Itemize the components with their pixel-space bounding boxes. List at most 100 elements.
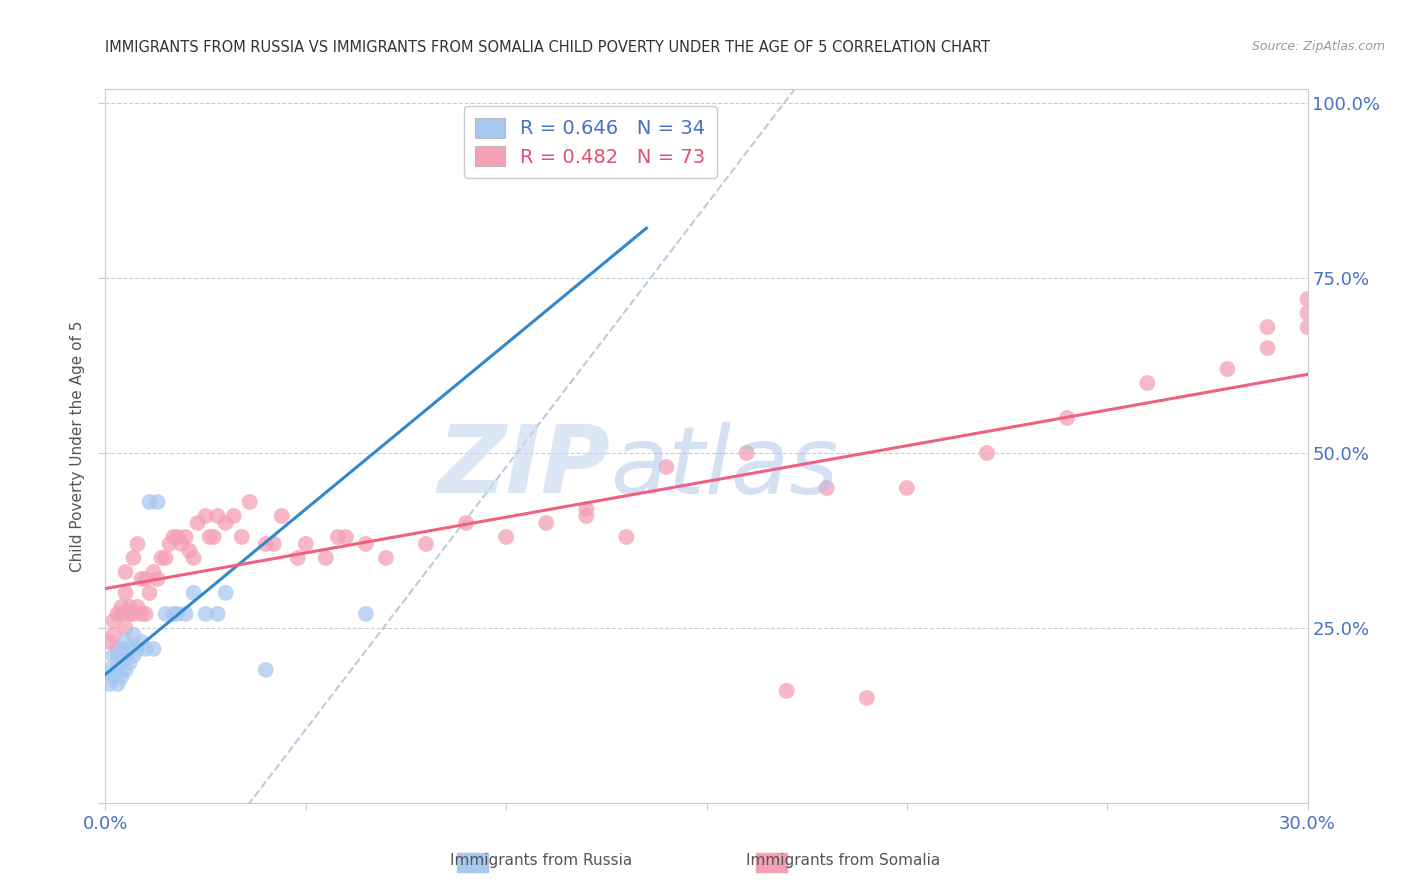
Point [103,628,125,642]
Point [131,635,153,649]
Point [616,530,638,544]
Point [122,628,145,642]
Point [1296,306,1319,320]
Point [263,537,285,551]
Point [166,607,188,621]
Point [114,648,136,663]
Point [575,502,598,516]
Point [127,599,149,614]
Point [98,677,121,691]
Point [127,537,149,551]
Point [118,607,141,621]
Point [114,586,136,600]
Point [103,614,125,628]
Point [287,550,309,565]
Point [103,648,125,663]
Point [135,641,157,656]
Text: Immigrants from Russia: Immigrants from Russia [450,854,633,868]
Point [335,530,357,544]
Point [170,537,193,551]
Point [114,635,136,649]
Point [354,607,377,621]
Point [107,677,129,691]
Point [146,495,169,509]
Point [976,446,998,460]
Point [1296,320,1319,334]
Point [326,530,349,544]
Point [222,508,245,523]
Point [114,565,136,579]
Point [118,641,141,656]
Point [174,607,197,621]
Point [122,607,145,621]
Point [735,446,758,460]
Point [162,530,184,544]
Point [138,495,160,509]
Point [495,530,517,544]
Point [374,550,398,565]
Point [183,586,205,600]
Point [214,586,236,600]
Point [214,516,236,530]
Point [1056,411,1078,425]
Point [131,572,153,586]
Point [896,481,918,495]
Point [150,550,173,565]
Point [254,663,277,677]
Point [194,607,217,621]
Point [202,530,225,544]
Point [855,690,877,705]
Point [1216,362,1239,376]
Point [131,607,153,621]
Text: IMMIGRANTS FROM RUSSIA VS IMMIGRANTS FROM SOMALIA CHILD POVERTY UNDER THE AGE OF: IMMIGRANTS FROM RUSSIA VS IMMIGRANTS FRO… [105,40,990,55]
Point [187,516,209,530]
Point [162,607,184,621]
Point [655,460,678,475]
Point [146,572,169,586]
Point [174,530,197,544]
Text: atlas: atlas [610,422,838,513]
Point [534,516,557,530]
Point [110,599,132,614]
Point [155,607,177,621]
Text: Source: ZipAtlas.com: Source: ZipAtlas.com [1251,40,1385,54]
Point [110,641,132,656]
Point [110,670,132,684]
Point [239,495,262,509]
Point [107,663,129,677]
Point [179,544,201,558]
Point [295,537,318,551]
Point [159,537,181,551]
Point [354,537,377,551]
Point [122,550,145,565]
Point [110,656,132,670]
Point [166,530,188,544]
Point [616,131,638,145]
Point [142,641,165,656]
Point [415,537,437,551]
Point [815,481,838,495]
Point [207,607,229,621]
Point [107,641,129,656]
Point [98,635,121,649]
Text: Immigrants from Somalia: Immigrants from Somalia [747,854,941,868]
Point [135,572,157,586]
Point [1257,320,1279,334]
Point [231,530,253,544]
Point [138,586,160,600]
Point [127,641,149,656]
Text: ZIP: ZIP [437,421,610,514]
Point [114,663,136,677]
Point [194,508,217,523]
Point [254,537,277,551]
Point [183,550,205,565]
Point [776,684,799,698]
Point [98,663,121,677]
Point [114,621,136,635]
Point [135,607,157,621]
Legend: R = 0.646   N = 34, R = 0.482   N = 73: R = 0.646 N = 34, R = 0.482 N = 73 [464,106,717,178]
Point [122,648,145,663]
Point [1136,376,1159,390]
Point [103,670,125,684]
Point [207,508,229,523]
